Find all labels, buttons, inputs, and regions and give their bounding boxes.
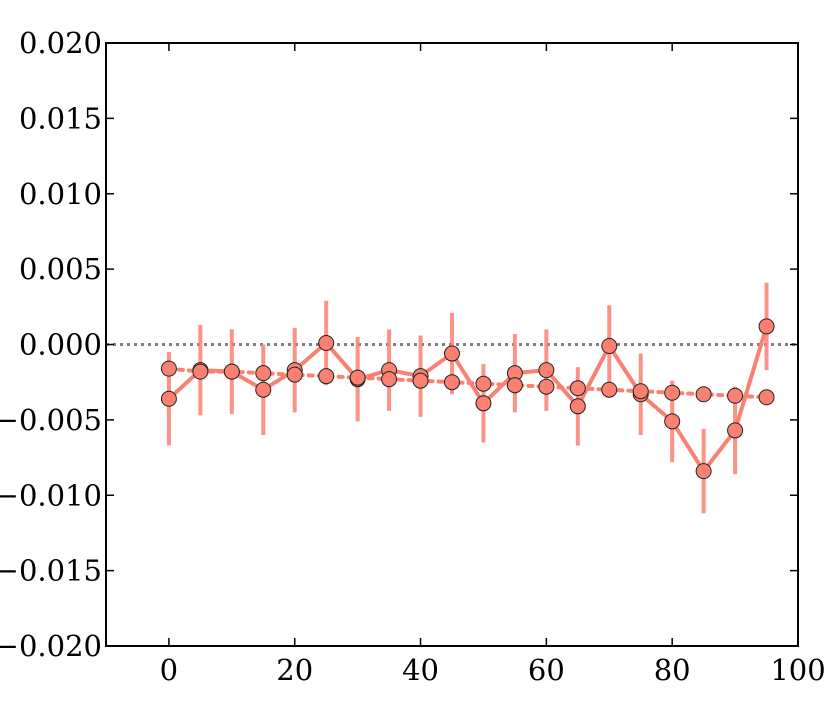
ticks-layer — [106, 42, 799, 647]
data-point — [601, 338, 618, 355]
data-point — [758, 389, 775, 406]
y-tick-label: 0.020 — [19, 26, 102, 60]
y-tick-label: 0.000 — [19, 328, 102, 362]
data-point — [569, 380, 586, 397]
data-point — [538, 378, 555, 395]
data-point — [255, 381, 272, 398]
y-tick-label: −0.005 — [0, 403, 102, 437]
data-point — [160, 360, 177, 377]
y-tick-label: 0.010 — [19, 177, 102, 211]
data-point — [632, 383, 649, 400]
data-point — [727, 387, 744, 404]
data-point — [475, 395, 492, 412]
data-point — [758, 318, 775, 335]
y-tick-label: −0.010 — [0, 478, 102, 512]
x-tick-label: 80 — [654, 653, 691, 687]
data-point — [444, 374, 460, 391]
data-point — [349, 369, 366, 386]
x-tick-label: 60 — [528, 653, 565, 687]
data-point — [475, 375, 492, 392]
data-point — [506, 377, 523, 394]
data-point — [569, 398, 586, 415]
x-tick-label: 20 — [276, 653, 313, 687]
y-tick-labels: 0.020 0.015 0.010 0.005 0.000 −0.005 −0.010 −0.… — [0, 26, 102, 663]
data-point — [318, 368, 335, 385]
data-point — [412, 372, 429, 389]
data-point — [381, 371, 398, 388]
y-tick-label: −0.020 — [0, 629, 102, 663]
data-point — [192, 363, 209, 380]
data-point — [695, 463, 712, 480]
data-point — [664, 413, 681, 430]
data-point — [255, 365, 272, 382]
x-tick-label: 100 — [770, 653, 825, 687]
data-point — [601, 381, 618, 398]
markers-layer — [160, 318, 775, 480]
x-tick-label: 40 — [402, 653, 439, 687]
data-point — [664, 384, 681, 401]
data-point — [286, 366, 303, 383]
x-tick-labels: 0 20 40 60 80 100 — [160, 653, 826, 687]
data-point — [538, 362, 555, 379]
data-point — [695, 386, 712, 403]
data-point — [444, 345, 460, 362]
data-point — [727, 422, 744, 439]
data-point — [318, 334, 335, 351]
y-tick-label: −0.015 — [0, 554, 102, 588]
y-tick-label: 0.015 — [19, 101, 102, 135]
data-point — [223, 363, 240, 380]
y-tick-label: 0.005 — [19, 252, 102, 286]
data-point — [160, 390, 177, 407]
x-tick-label: 0 — [160, 653, 178, 687]
